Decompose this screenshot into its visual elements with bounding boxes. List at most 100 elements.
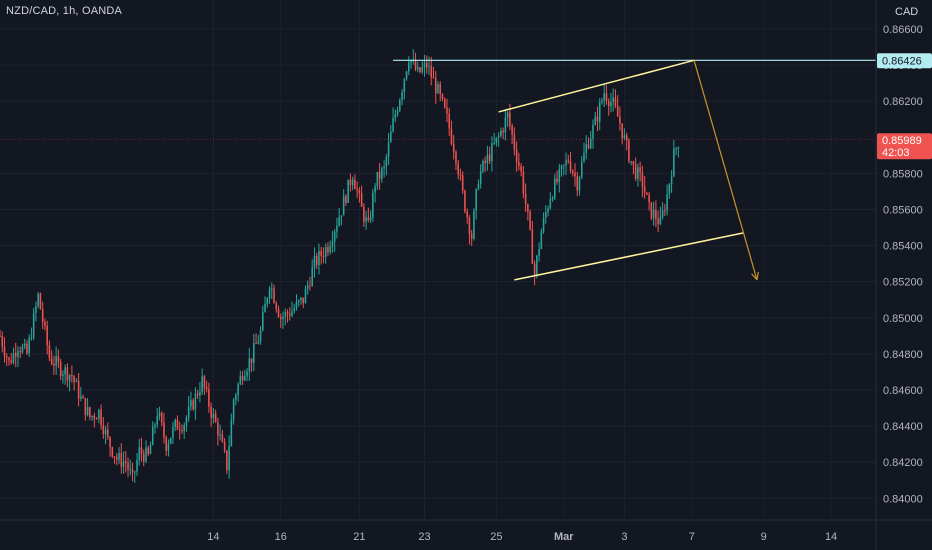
candle-body bbox=[410, 60, 412, 63]
candle-body bbox=[199, 391, 201, 396]
candle-body bbox=[434, 77, 437, 94]
candle-body bbox=[484, 161, 486, 164]
candle-body bbox=[270, 288, 273, 290]
candle-body bbox=[23, 343, 26, 347]
candle-body bbox=[585, 144, 588, 153]
candle-body bbox=[664, 210, 666, 212]
candle-body bbox=[533, 263, 536, 275]
candle-body bbox=[309, 285, 311, 287]
candle-body bbox=[390, 131, 392, 143]
price-tick-label: 0.85000 bbox=[883, 313, 923, 325]
candle-body bbox=[554, 178, 556, 199]
candle-body bbox=[300, 297, 302, 301]
candle-body bbox=[288, 314, 291, 316]
candle-body bbox=[286, 312, 289, 315]
candle-body bbox=[450, 128, 453, 144]
candle-body bbox=[668, 183, 671, 195]
candle-body bbox=[569, 161, 572, 172]
candle-body bbox=[140, 447, 143, 454]
candle-body bbox=[675, 148, 677, 150]
candle-body bbox=[493, 143, 495, 145]
candle-body bbox=[62, 374, 64, 377]
candle-body bbox=[95, 418, 98, 420]
candle-body bbox=[457, 163, 460, 175]
candle-body bbox=[661, 210, 664, 218]
candle-body bbox=[551, 198, 554, 200]
candle-body bbox=[578, 177, 581, 191]
candle-body bbox=[479, 171, 482, 184]
candle-body bbox=[594, 116, 597, 125]
candle-body bbox=[329, 246, 331, 253]
candle-body bbox=[446, 107, 448, 114]
candle-body bbox=[491, 143, 493, 162]
drawing-annotations[interactable] bbox=[0, 59, 876, 281]
candle-body bbox=[621, 123, 623, 139]
candle-body bbox=[318, 250, 320, 266]
projection-arrow[interactable] bbox=[693, 60, 758, 281]
candle-body bbox=[19, 351, 22, 353]
candle-body bbox=[607, 101, 610, 107]
candle-body bbox=[365, 217, 367, 222]
candle-body bbox=[378, 171, 381, 180]
candle-body bbox=[241, 376, 244, 381]
candle-body bbox=[160, 413, 163, 423]
candle-body bbox=[293, 308, 296, 312]
candle-body bbox=[383, 166, 385, 169]
candle-body bbox=[338, 217, 340, 226]
candle-body bbox=[315, 256, 318, 266]
candle-body bbox=[405, 71, 408, 80]
candle-body bbox=[443, 98, 446, 108]
candle-body bbox=[3, 346, 6, 357]
candle-body bbox=[232, 399, 235, 420]
candle-body bbox=[116, 457, 118, 460]
candle-body bbox=[194, 393, 197, 410]
candle-body bbox=[201, 376, 203, 392]
candle-body bbox=[394, 114, 397, 119]
candle-body bbox=[26, 343, 28, 354]
candle-body bbox=[598, 102, 601, 122]
price-tick-label: 0.84400 bbox=[883, 421, 923, 433]
candle-body bbox=[120, 452, 123, 467]
candle-body bbox=[98, 409, 100, 419]
candle-body bbox=[625, 135, 628, 141]
candle-body bbox=[1, 335, 4, 347]
candle-body bbox=[158, 413, 161, 417]
candle-body bbox=[154, 424, 156, 427]
time-tick-label: Mar bbox=[554, 531, 574, 543]
candle-body bbox=[127, 462, 129, 470]
channel-upper-line[interactable] bbox=[498, 59, 695, 113]
candle-body bbox=[652, 209, 655, 219]
candle-body bbox=[172, 426, 174, 438]
time-axis[interactable]: 14 16 21 23 25 Mar 3 7 9 14 bbox=[0, 519, 932, 543]
candle-body bbox=[677, 147, 680, 149]
candle-body bbox=[399, 99, 401, 111]
candle-body bbox=[381, 168, 383, 180]
candle-body bbox=[295, 301, 298, 309]
candle-body bbox=[178, 429, 181, 431]
candle-body bbox=[44, 322, 46, 326]
candle-body bbox=[430, 66, 433, 78]
projection-arrow-head bbox=[751, 273, 758, 281]
candle-body bbox=[214, 413, 217, 422]
candle-body bbox=[610, 101, 612, 107]
candle-body bbox=[637, 167, 639, 179]
candle-body bbox=[118, 452, 120, 460]
candle-body bbox=[531, 229, 534, 264]
candle-body bbox=[212, 413, 215, 418]
candle-body bbox=[520, 165, 522, 172]
candle-body bbox=[358, 190, 361, 194]
channel-lower-line[interactable] bbox=[514, 232, 744, 281]
candle-body bbox=[129, 469, 132, 471]
candle-body bbox=[497, 135, 500, 138]
candle-body bbox=[372, 192, 374, 218]
candle-body bbox=[205, 387, 208, 389]
candle-body bbox=[244, 376, 246, 381]
candle-body bbox=[313, 256, 316, 268]
candle-body bbox=[596, 116, 599, 122]
price-axis[interactable]: CAD 0.84000 0.84200 0.84400 0.84600 0.84800 0… bbox=[875, 0, 923, 550]
candle-body bbox=[28, 337, 30, 354]
candle-body bbox=[165, 437, 168, 451]
candle-body bbox=[124, 461, 127, 463]
symbol-title: NZD/CAD, 1h, OANDA bbox=[6, 5, 123, 17]
